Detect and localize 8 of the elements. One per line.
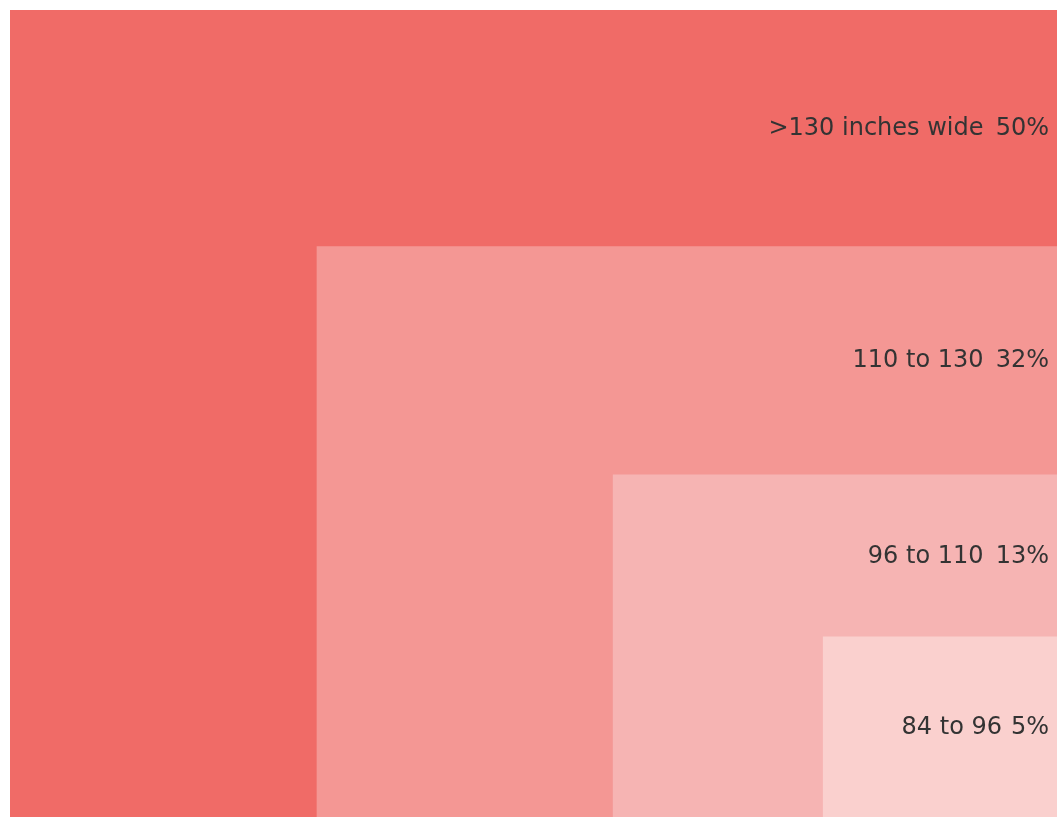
- data-label: 13%: [995, 540, 1049, 569]
- data-label: 50%: [995, 113, 1049, 142]
- data-label: 5%: [1010, 711, 1049, 740]
- category-label: >130 inches wide: [768, 113, 984, 142]
- category-label: 84 to 96: [901, 711, 1002, 740]
- category-label: 96 to 110: [867, 540, 984, 569]
- data-label: 32%: [995, 345, 1049, 374]
- category-label: 110 to 130: [852, 345, 984, 374]
